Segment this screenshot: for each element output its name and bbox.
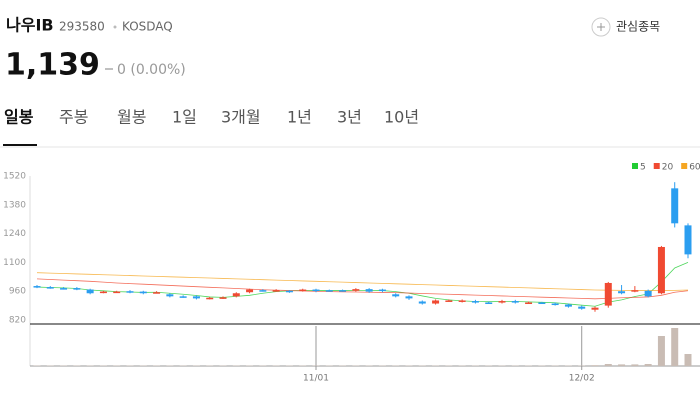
candle-body bbox=[47, 287, 54, 289]
volume-bar bbox=[618, 364, 625, 366]
plot: 820 960 1100 1240 1380 1520 11/01 12/02 5 20 60 bbox=[3, 163, 700, 384]
legend-swatch bbox=[681, 163, 687, 169]
candle-body bbox=[538, 303, 545, 305]
candle-body bbox=[233, 293, 240, 296]
candle-body bbox=[432, 300, 439, 303]
volume-bar bbox=[671, 328, 678, 366]
candle-body bbox=[193, 296, 200, 298]
candle-body bbox=[299, 290, 306, 292]
dot bbox=[114, 26, 117, 29]
volume-bar bbox=[605, 364, 612, 366]
candle-body bbox=[259, 290, 266, 292]
candle-body bbox=[127, 291, 134, 293]
candle-body bbox=[392, 294, 399, 296]
candle-body bbox=[552, 304, 559, 306]
candle-body bbox=[419, 301, 426, 303]
candle-body bbox=[406, 296, 413, 298]
candle-body bbox=[220, 297, 227, 299]
tab[interactable]: 일봉 bbox=[4, 108, 34, 127]
y-tick-label: 1380 bbox=[3, 200, 26, 210]
tab[interactable]: 3개월 bbox=[221, 108, 261, 127]
candle-body bbox=[206, 298, 213, 300]
candle-body bbox=[618, 291, 625, 293]
candle-body bbox=[685, 225, 692, 254]
candle-body bbox=[592, 308, 599, 310]
price: 1,139 bbox=[5, 48, 100, 83]
candle-body bbox=[313, 290, 320, 292]
y-tick-label: 1240 bbox=[3, 229, 26, 239]
candle-body bbox=[286, 291, 293, 293]
candle-body bbox=[445, 300, 452, 302]
watch-button[interactable]: 관심종목 bbox=[592, 18, 660, 36]
tabs: 일봉 주봉 월봉 1일 3개월 1년 3년 10년 bbox=[4, 108, 419, 127]
change: 0 (0.00%) bbox=[117, 62, 186, 78]
y-tick-label: 1100 bbox=[3, 258, 26, 268]
y-tick-label: 820 bbox=[9, 316, 26, 326]
candle-body bbox=[499, 301, 506, 303]
candle-body bbox=[645, 291, 652, 297]
y-tick-label: 960 bbox=[9, 287, 26, 297]
candle-body bbox=[60, 288, 67, 290]
stock-name: 나우IB bbox=[6, 16, 54, 35]
volume-bar bbox=[592, 365, 599, 366]
candle-body bbox=[100, 292, 107, 294]
stock-code: 293580 bbox=[59, 20, 105, 34]
volume-bar bbox=[658, 336, 665, 366]
candle-body bbox=[671, 188, 678, 223]
candle-body bbox=[113, 292, 120, 294]
candle-body bbox=[525, 303, 532, 305]
volume-bar bbox=[645, 364, 652, 366]
candle-body bbox=[605, 283, 612, 306]
ma-line bbox=[37, 279, 688, 299]
candle-body bbox=[339, 290, 346, 292]
tab[interactable]: 월봉 bbox=[117, 108, 146, 127]
candle-body bbox=[73, 288, 80, 290]
candle-body bbox=[273, 290, 280, 292]
legend-label: 20 bbox=[662, 163, 674, 173]
tab[interactable]: 10년 bbox=[384, 108, 419, 127]
watch-label: 관심종목 bbox=[616, 20, 660, 34]
candle-body bbox=[485, 303, 492, 305]
tab[interactable]: 3년 bbox=[337, 108, 362, 127]
legend-label: 60 bbox=[689, 163, 700, 173]
candle-body bbox=[87, 290, 94, 294]
candle-body bbox=[180, 296, 187, 298]
candle-body bbox=[166, 294, 173, 296]
plus bbox=[597, 23, 605, 31]
candle-body bbox=[379, 290, 386, 292]
candle-body bbox=[352, 289, 359, 291]
candle-body bbox=[326, 290, 333, 292]
market: KOSDAQ bbox=[122, 20, 173, 34]
volume-bar bbox=[631, 364, 638, 366]
candle-body bbox=[565, 305, 572, 307]
y-tick-label: 1520 bbox=[3, 172, 26, 182]
legend-label: 5 bbox=[640, 163, 646, 173]
candle-body bbox=[658, 247, 665, 293]
tab[interactable]: 1년 bbox=[287, 108, 312, 127]
candle-body bbox=[153, 292, 160, 294]
ma-line bbox=[37, 273, 688, 291]
x-tick-label: 12/02 bbox=[569, 374, 595, 384]
candle-body bbox=[366, 289, 373, 291]
candle-body bbox=[34, 286, 41, 288]
legend-swatch bbox=[654, 163, 660, 169]
tab[interactable]: 1일 bbox=[172, 108, 197, 127]
candle-body bbox=[631, 290, 638, 292]
candle-body bbox=[578, 307, 585, 309]
candle-body bbox=[246, 290, 253, 293]
candle-body bbox=[472, 301, 479, 303]
tab[interactable]: 주봉 bbox=[59, 108, 88, 127]
candle-body bbox=[140, 292, 147, 294]
ma-line bbox=[37, 262, 688, 306]
candle-body bbox=[459, 300, 466, 302]
legend-swatch bbox=[632, 163, 638, 169]
x-tick-label: 11/01 bbox=[303, 374, 329, 384]
candle-body bbox=[512, 301, 519, 303]
volume-bar bbox=[685, 354, 692, 366]
